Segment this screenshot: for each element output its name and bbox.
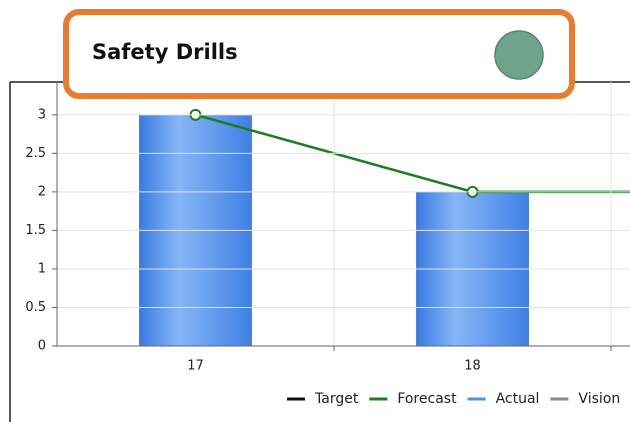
y-tick-label: 0.5 <box>25 300 46 315</box>
legend-label: Forecast <box>397 391 457 407</box>
plot: 0 0.5 1 1.5 2 2.5 3 17 18 <box>25 82 630 374</box>
plot-area <box>139 108 630 347</box>
y-tick-label: 0 <box>38 339 46 354</box>
y-tick-label: 2.5 <box>25 146 46 161</box>
title-box <box>63 9 575 99</box>
y-tick-label: 3 <box>38 107 46 122</box>
x-tick-label: 18 <box>464 359 481 374</box>
status-indicator <box>494 30 544 80</box>
y-tick-label: 1.5 <box>25 223 46 238</box>
y-tick-label: 1 <box>38 261 46 276</box>
legend: Target Forecast Actual Vision <box>287 391 620 407</box>
chart-title: Safety Drills <box>92 40 238 64</box>
legend-label: Vision <box>578 391 620 407</box>
legend-label: Target <box>314 391 359 407</box>
y-tick-label: 2 <box>38 184 46 199</box>
legend-label: Actual <box>496 391 540 407</box>
x-tick-label: 17 <box>187 359 204 374</box>
